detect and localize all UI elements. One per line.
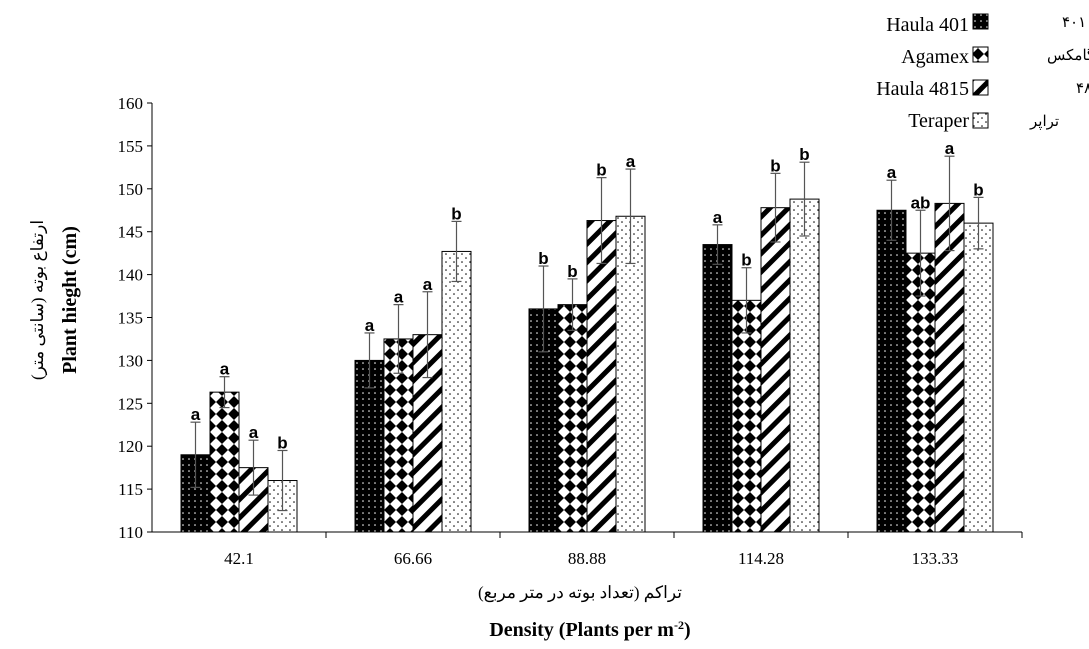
bar <box>702 244 733 533</box>
x-axis-title-close: ) <box>684 619 691 641</box>
significance-label: a <box>191 405 201 424</box>
significance-label: b <box>538 249 548 268</box>
significance-label: a <box>220 360 230 379</box>
legend-label-fa-0: هایولا ۴۰۱ <box>1062 15 1089 31</box>
bar <box>731 299 762 533</box>
legend-label-0: Haula 401 <box>886 14 969 36</box>
significance-label: b <box>973 180 983 199</box>
bar <box>963 222 994 533</box>
legend-label-3: Teraper <box>908 110 969 132</box>
y-tick-label: 135 <box>118 309 144 328</box>
bar <box>905 252 936 533</box>
legend-swatch-1 <box>972 46 989 63</box>
significance-label: a <box>713 208 723 227</box>
y-tick-label: 120 <box>118 437 144 456</box>
plot-area: 11011512012513013514014515015516042.1aaa… <box>118 94 1023 568</box>
y-axis-title-fa: ارتفاع بوته (سانتی متر) <box>28 220 48 380</box>
legend-label-2: Haula 4815 <box>876 78 969 100</box>
legend-label-fa-1: آگامکس <box>1047 46 1089 64</box>
significance-label: b <box>741 251 751 270</box>
significance-label: a <box>887 163 897 182</box>
significance-label: b <box>799 145 809 164</box>
bar <box>615 215 646 533</box>
significance-label: a <box>394 288 404 307</box>
legend-swatch-2 <box>972 79 989 96</box>
legend-label-fa-2: هایولا ۴۸۱۵ <box>1076 81 1089 97</box>
y-tick-label: 110 <box>118 523 143 542</box>
significance-label: b <box>451 204 461 223</box>
y-tick-label: 115 <box>118 480 143 499</box>
y-tick-label: 140 <box>118 266 144 285</box>
x-axis-title: Density (Plants per m-2) <box>489 618 690 641</box>
bar <box>760 207 791 533</box>
significance-label: a <box>945 139 955 158</box>
legend-label-1: Agamex <box>901 46 969 68</box>
bar <box>354 359 385 533</box>
legend-label-fa-3: تراپر <box>1029 114 1059 130</box>
x-tick-label: 133.33 <box>912 549 959 568</box>
bar <box>934 202 965 533</box>
significance-label: a <box>249 423 259 442</box>
y-tick-label: 160 <box>118 94 144 113</box>
legend: Haula 401 هایولا ۴۰۱ Agamex آگامکس Haula… <box>876 13 1089 132</box>
y-tick-label: 155 <box>118 137 144 156</box>
bar <box>557 304 588 533</box>
y-tick-label: 130 <box>118 351 144 370</box>
significance-label: b <box>770 156 780 175</box>
significance-label: ab <box>911 193 931 212</box>
significance-label: b <box>277 433 287 452</box>
significance-label: a <box>365 316 375 335</box>
bar <box>586 220 617 533</box>
y-tick-label: 125 <box>118 394 144 413</box>
bar <box>441 250 472 533</box>
x-tick-label: 66.66 <box>394 549 432 568</box>
x-tick-label: 114.28 <box>738 549 784 568</box>
significance-label: b <box>596 161 606 180</box>
legend-swatch-0 <box>972 13 989 30</box>
significance-label: a <box>423 275 433 294</box>
x-tick-label: 88.88 <box>568 549 606 568</box>
bar <box>209 391 240 533</box>
y-tick-label: 145 <box>118 223 144 242</box>
y-tick-label: 150 <box>118 180 144 199</box>
x-axis-title-fa: تراکم (تعداد بوته در متر مربع) <box>478 583 682 603</box>
bar <box>789 198 820 533</box>
y-axis-title: Plant hieght (cm) <box>59 226 81 374</box>
x-axis-title-main: Density (Plants per m <box>489 619 674 641</box>
x-axis-title-sup: -2 <box>674 618 684 632</box>
significance-label: b <box>567 262 577 281</box>
x-tick-label: 42.1 <box>224 549 254 568</box>
significance-label: a <box>626 152 636 171</box>
bar <box>876 209 907 533</box>
legend-swatch-3 <box>972 112 989 129</box>
